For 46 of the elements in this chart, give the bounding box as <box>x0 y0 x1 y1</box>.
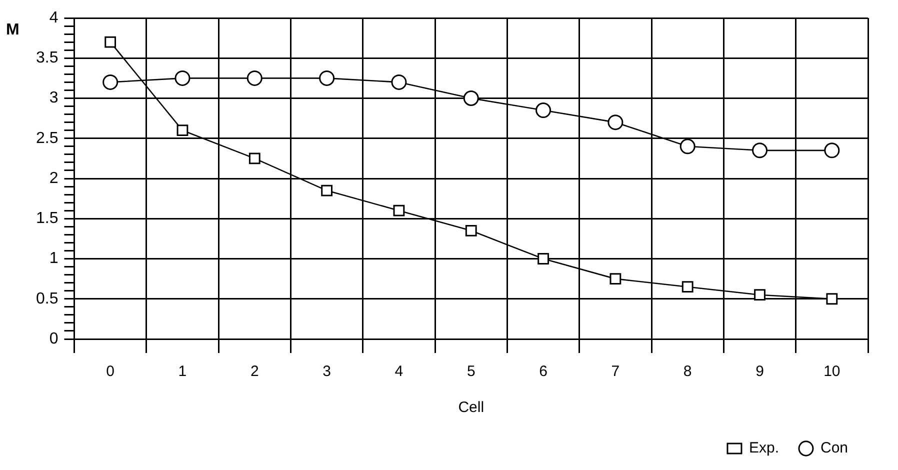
point <box>682 281 694 293</box>
point <box>752 142 768 158</box>
point <box>248 152 260 164</box>
point <box>536 102 552 118</box>
point <box>321 184 332 196</box>
x-tick-label: 8 <box>683 363 692 380</box>
point <box>610 273 622 285</box>
point <box>104 36 116 48</box>
x-tick-label: 3 <box>322 363 331 380</box>
point <box>393 204 405 216</box>
y-tick-label: 2.5 <box>36 130 58 147</box>
legend-label: Exp. <box>748 440 779 457</box>
point <box>538 253 549 264</box>
x-tick-label: 9 <box>756 363 764 380</box>
y-tick-label: 3 <box>49 90 58 107</box>
point <box>174 70 190 86</box>
y-axis-title: M <box>6 21 20 38</box>
y-tick-label: 2 <box>49 170 58 187</box>
y-tick-label: 3.5 <box>36 50 58 67</box>
point <box>176 124 188 136</box>
x-tick-label: 4 <box>394 363 404 380</box>
point <box>754 289 766 301</box>
point <box>319 70 335 86</box>
point <box>102 74 118 90</box>
point <box>608 114 624 130</box>
x-tick-label: 1 <box>178 363 187 380</box>
point <box>465 224 477 236</box>
point <box>246 70 262 86</box>
x-tick-label: 0 <box>106 363 114 380</box>
point <box>824 142 840 158</box>
point <box>463 90 479 106</box>
point <box>680 138 696 154</box>
point <box>826 293 838 305</box>
x-tick-label: 5 <box>466 363 476 380</box>
x-tick-label: 6 <box>539 363 548 380</box>
x-tick-label: 2 <box>250 363 259 380</box>
y-tick-label: 0 <box>49 330 58 348</box>
y-tick-label: 1 <box>49 250 58 268</box>
legend-label: Con <box>820 440 848 457</box>
x-tick-label: 7 <box>611 363 620 380</box>
point <box>391 74 407 90</box>
x-tick-label: 10 <box>824 363 840 380</box>
y-tick-label: 4 <box>49 9 58 26</box>
y-tick-label: 1.5 <box>36 210 58 228</box>
x-axis-title: Cell <box>458 399 484 416</box>
y-tick-label: 0.5 <box>36 290 58 308</box>
